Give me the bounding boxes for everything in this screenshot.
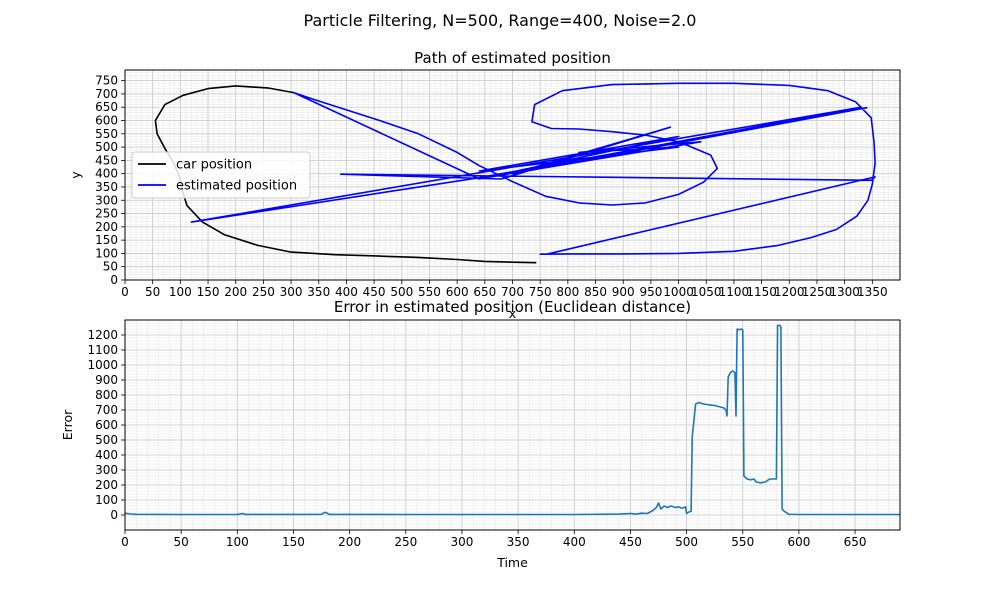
y-tick-label: 600 bbox=[95, 418, 118, 432]
x-tick-label: 650 bbox=[844, 535, 867, 549]
x-axis-label: x bbox=[509, 306, 516, 321]
x-tick-label: 1100 bbox=[719, 285, 750, 299]
x-tick-label: 650 bbox=[473, 285, 496, 299]
x-tick-label: 700 bbox=[501, 285, 524, 299]
y-tick-label: 0 bbox=[110, 273, 118, 287]
y-tick-label: 500 bbox=[95, 433, 118, 447]
x-tick-label: 750 bbox=[529, 285, 552, 299]
x-tick-label: 150 bbox=[282, 535, 305, 549]
y-axis-label: Error bbox=[60, 409, 75, 440]
y-tick-label: 700 bbox=[95, 403, 118, 417]
y-tick-label: 150 bbox=[95, 233, 118, 247]
figure-suptitle: Particle Filtering, N=500, Range=400, No… bbox=[304, 11, 697, 30]
x-tick-label: 1350 bbox=[857, 285, 888, 299]
y-tick-label: 300 bbox=[95, 193, 118, 207]
plot-error-in-estimated-position: 0 50 100 150 200 250 300 350 400 450 500 550 600 650 0… bbox=[60, 298, 901, 570]
x-tick-label: 50 bbox=[174, 535, 189, 549]
x-tick-label: 450 bbox=[363, 285, 386, 299]
y-tick-label: 0 bbox=[110, 508, 118, 522]
x-tick-label: 1300 bbox=[829, 285, 860, 299]
x-tick-label: 600 bbox=[787, 535, 810, 549]
x-tick-label: 250 bbox=[394, 535, 417, 549]
legend-label: estimated position bbox=[176, 179, 297, 194]
x-tick-label: 1050 bbox=[691, 285, 722, 299]
x-tick-label: 950 bbox=[639, 285, 662, 299]
y-tick-label: 100 bbox=[95, 493, 118, 507]
x-tick-label: 100 bbox=[226, 535, 249, 549]
x-tick-label: 450 bbox=[619, 535, 642, 549]
x-tick-label: 1000 bbox=[663, 285, 694, 299]
x-tick-label: 850 bbox=[584, 285, 607, 299]
x-tick-label: 350 bbox=[507, 535, 530, 549]
y-tick-label: 400 bbox=[95, 167, 118, 181]
y-axis-label: y bbox=[68, 171, 83, 179]
y-tick-label: 750 bbox=[95, 74, 118, 88]
y-tick-label: 100 bbox=[95, 246, 118, 260]
x-tick-label: 400 bbox=[563, 535, 586, 549]
x-axis-label: Time bbox=[496, 555, 528, 570]
y-tick-label: 200 bbox=[95, 220, 118, 234]
x-tick-label: 50 bbox=[145, 285, 160, 299]
x-tick-label: 500 bbox=[390, 285, 413, 299]
x-tick-label: 200 bbox=[338, 535, 361, 549]
series-line-estimated-position bbox=[190, 82, 876, 255]
x-tick-label: 600 bbox=[446, 285, 469, 299]
legend: car position estimated position bbox=[131, 151, 311, 199]
x-tick-label: 250 bbox=[252, 285, 275, 299]
x-tick-label: 300 bbox=[280, 285, 303, 299]
y-tick-label: 700 bbox=[95, 87, 118, 101]
x-tick-label: 1250 bbox=[802, 285, 833, 299]
x-tick-label: 350 bbox=[307, 285, 330, 299]
y-tick-label: 1000 bbox=[87, 358, 118, 372]
legend-label: car position bbox=[176, 158, 252, 173]
x-tick-label: 800 bbox=[556, 285, 579, 299]
y-tick-label: 350 bbox=[95, 180, 118, 194]
x-tick-label: 150 bbox=[197, 285, 220, 299]
series-line-error bbox=[125, 324, 900, 516]
chart-title: Path of estimated position bbox=[414, 49, 611, 67]
y-tick-label: 650 bbox=[95, 100, 118, 114]
y-tick-label: 300 bbox=[95, 463, 118, 477]
x-tick-label: 1150 bbox=[746, 285, 777, 299]
y-tick-label: 900 bbox=[95, 373, 118, 387]
major-grid bbox=[124, 320, 900, 530]
y-tick-label: 400 bbox=[95, 448, 118, 462]
x-tick-label: 550 bbox=[731, 535, 754, 549]
y-tick-label: 800 bbox=[95, 388, 118, 402]
x-tick-label: 0 bbox=[121, 535, 129, 549]
plot-path-of-estimated-position: 0 50 100 150 200 250 300 350 400 450 500 550 600 650 7… bbox=[68, 49, 901, 321]
x-tick-label: 0 bbox=[121, 285, 129, 299]
y-tick-label: 250 bbox=[95, 207, 118, 221]
y-tick-label: 50 bbox=[103, 260, 118, 274]
x-tick-label: 200 bbox=[224, 285, 247, 299]
y-tick-label: 550 bbox=[95, 127, 118, 141]
x-tick-label: 300 bbox=[451, 535, 474, 549]
x-tick-label: 1200 bbox=[774, 285, 805, 299]
legend-box bbox=[131, 151, 311, 199]
x-tick-label: 100 bbox=[169, 285, 192, 299]
x-tick-label: 550 bbox=[418, 285, 441, 299]
y-tick-label: 200 bbox=[95, 478, 118, 492]
y-tick-label: 450 bbox=[95, 153, 118, 167]
y-tick-label: 500 bbox=[95, 140, 118, 154]
x-tick-label: 900 bbox=[612, 285, 635, 299]
y-tick-label: 600 bbox=[95, 114, 118, 128]
y-tick-label: 1200 bbox=[87, 328, 118, 342]
chart-title: Error in estimated position (Euclidean d… bbox=[334, 298, 691, 316]
x-tick-label: 400 bbox=[335, 285, 358, 299]
x-tick-label: 500 bbox=[675, 535, 698, 549]
y-tick-label: 1100 bbox=[87, 343, 118, 357]
